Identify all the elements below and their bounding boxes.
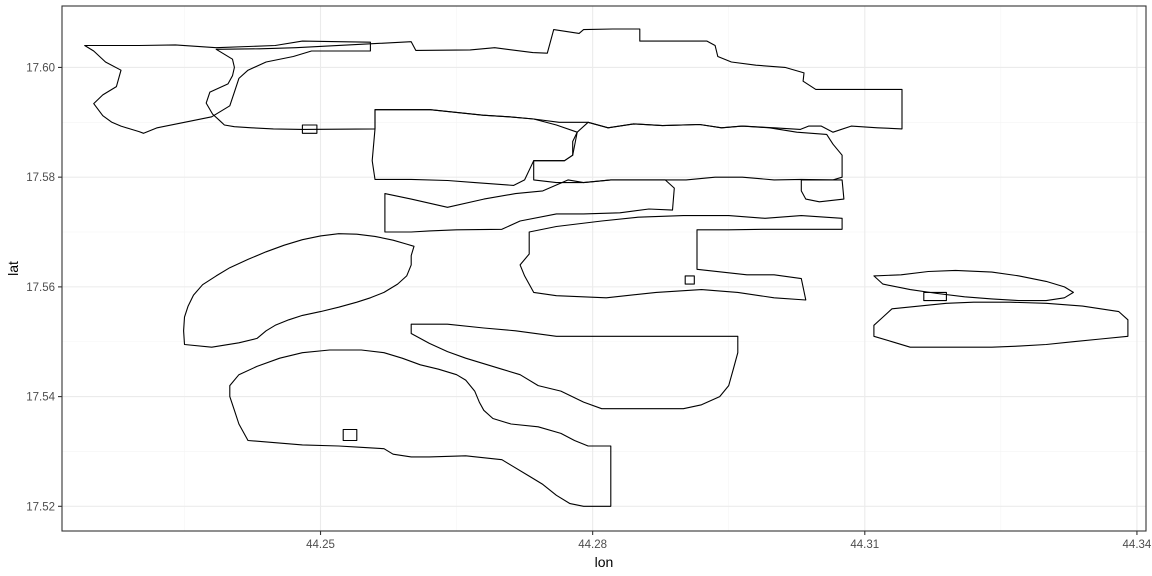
- region-hole-3: [923, 291, 947, 302]
- region-east-block: [800, 179, 845, 203]
- region-central-band: [384, 179, 675, 233]
- region-middle-south: [519, 215, 843, 301]
- x-axis-ticks: 44.25 44.28 44.31 44.34: [306, 531, 1152, 551]
- region-north-west: [205, 28, 903, 133]
- region-north-west-strip: [84, 40, 371, 134]
- y-tick-label: 17.52: [26, 501, 55, 513]
- region-hole-4: [342, 428, 358, 442]
- region-south-central: [410, 323, 739, 410]
- region-hole-2: [684, 275, 695, 285]
- y-tick-label: 17.60: [26, 62, 55, 74]
- x-axis-title: lon: [595, 554, 614, 570]
- region-hole-1: [301, 124, 318, 134]
- x-tick-label: 44.31: [850, 539, 879, 551]
- region-west-loop: [183, 233, 415, 348]
- y-axis-ticks: 17.52 17.54 17.56 17.58 17.60: [26, 62, 62, 513]
- y-axis-title: lat: [5, 261, 21, 276]
- region-south-west: [229, 349, 612, 507]
- region-east-strip: [873, 301, 1129, 348]
- x-tick-label: 44.25: [306, 539, 335, 551]
- x-tick-label: 44.34: [1123, 539, 1152, 551]
- x-tick-label: 44.28: [578, 539, 607, 551]
- y-tick-label: 17.58: [26, 172, 55, 184]
- panel-border: [61, 5, 1147, 532]
- y-tick-label: 17.54: [26, 392, 55, 404]
- map-regions: [84, 28, 1129, 507]
- y-tick-label: 17.56: [26, 282, 55, 294]
